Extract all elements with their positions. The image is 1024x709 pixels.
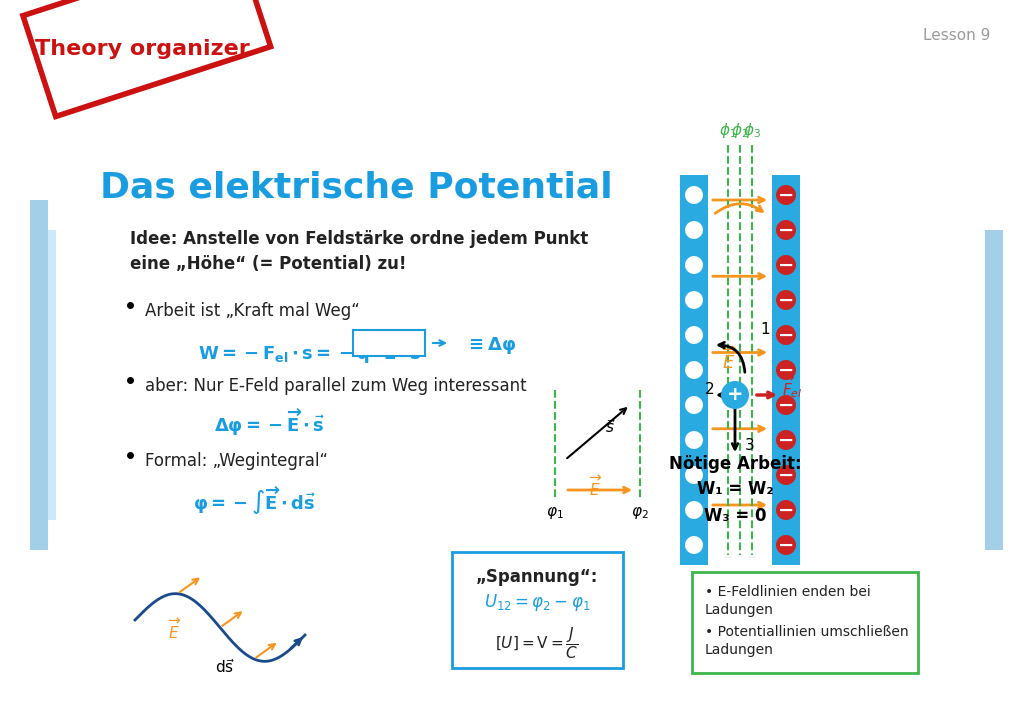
Text: +: + bbox=[687, 186, 701, 204]
Bar bbox=[48, 230, 56, 520]
Text: • Potentiallinien umschließen
Ladungen: • Potentiallinien umschließen Ladungen bbox=[705, 625, 908, 657]
Text: $\vec{s}$: $\vec{s}$ bbox=[605, 418, 615, 436]
Text: +: + bbox=[687, 536, 701, 554]
Text: −: − bbox=[778, 535, 795, 554]
Text: $U_{12} = \varphi_2 - \varphi_1$: $U_{12} = \varphi_2 - \varphi_1$ bbox=[483, 592, 590, 613]
Circle shape bbox=[776, 500, 796, 520]
Circle shape bbox=[721, 381, 749, 409]
Text: $\overrightarrow{F}_{el}$: $\overrightarrow{F}_{el}$ bbox=[782, 374, 803, 401]
Text: +: + bbox=[687, 396, 701, 414]
Text: Das elektrische Potential: Das elektrische Potential bbox=[100, 170, 612, 204]
Text: Theory organizer: Theory organizer bbox=[35, 38, 249, 59]
FancyBboxPatch shape bbox=[23, 0, 270, 116]
Circle shape bbox=[776, 325, 796, 345]
Text: Nötige Arbeit:: Nötige Arbeit: bbox=[669, 455, 802, 473]
Bar bbox=[772, 175, 800, 565]
Circle shape bbox=[684, 290, 705, 310]
Text: Idee: Anstelle von Feldstärke ordne jedem Punkt
eine „Höhe“ (= Potential) zu!: Idee: Anstelle von Feldstärke ordne jede… bbox=[130, 230, 588, 273]
Text: +: + bbox=[687, 501, 701, 519]
FancyBboxPatch shape bbox=[452, 552, 623, 668]
Text: $\phi_3$: $\phi_3$ bbox=[743, 121, 761, 140]
Text: −: − bbox=[778, 255, 795, 274]
Text: +: + bbox=[687, 221, 701, 239]
Text: +: + bbox=[687, 291, 701, 309]
Circle shape bbox=[776, 535, 796, 555]
Text: $[U] = \mathrm{V} = \dfrac{J}{C}$: $[U] = \mathrm{V} = \dfrac{J}{C}$ bbox=[496, 625, 579, 661]
Text: 2: 2 bbox=[706, 382, 715, 398]
Text: −: − bbox=[778, 501, 795, 520]
Circle shape bbox=[684, 185, 705, 205]
Text: −: − bbox=[778, 466, 795, 484]
Text: $\phi_2$: $\phi_2$ bbox=[731, 121, 749, 140]
Bar bbox=[985, 230, 1002, 550]
Text: −: − bbox=[778, 325, 795, 345]
Text: 1: 1 bbox=[760, 323, 770, 337]
Text: Lesson 9: Lesson 9 bbox=[923, 28, 990, 43]
Text: +: + bbox=[687, 256, 701, 274]
Circle shape bbox=[776, 255, 796, 275]
Circle shape bbox=[684, 465, 705, 485]
Text: $\overrightarrow{E}$: $\overrightarrow{E}$ bbox=[168, 618, 182, 642]
Text: +: + bbox=[687, 326, 701, 344]
Text: • E-Feldlinien enden bei
Ladungen: • E-Feldlinien enden bei Ladungen bbox=[705, 585, 870, 618]
Text: W₁ = W₂: W₁ = W₂ bbox=[696, 480, 773, 498]
Text: −: − bbox=[778, 291, 795, 310]
Circle shape bbox=[684, 395, 705, 415]
FancyBboxPatch shape bbox=[353, 330, 425, 356]
Text: $\mathbf{\varphi = -\int \overrightarrow{E} \cdot d\vec{s}}$: $\mathbf{\varphi = -\int \overrightarrow… bbox=[194, 485, 316, 518]
Text: $\varphi_2$: $\varphi_2$ bbox=[631, 505, 649, 521]
Circle shape bbox=[684, 360, 705, 380]
Circle shape bbox=[684, 500, 705, 520]
Text: aber: Nur E-Feld parallel zum Weg interessant: aber: Nur E-Feld parallel zum Weg intere… bbox=[145, 377, 526, 395]
Circle shape bbox=[776, 220, 796, 240]
Circle shape bbox=[776, 395, 796, 415]
Text: 3: 3 bbox=[745, 437, 755, 452]
Circle shape bbox=[684, 430, 705, 450]
Text: Formal: „Wegintegral“: Formal: „Wegintegral“ bbox=[145, 452, 328, 470]
Text: −: − bbox=[778, 186, 795, 204]
Text: −: − bbox=[778, 430, 795, 450]
Text: $\overrightarrow{E}$: $\overrightarrow{E}$ bbox=[589, 475, 603, 499]
Text: $\mathbf{\Delta\varphi = -\overrightarrow{E} \cdot \vec{s}}$: $\mathbf{\Delta\varphi = -\overrightarro… bbox=[214, 407, 326, 438]
Circle shape bbox=[776, 465, 796, 485]
Text: +: + bbox=[687, 466, 701, 484]
Circle shape bbox=[776, 360, 796, 380]
Text: +: + bbox=[687, 361, 701, 379]
Text: $\mathrm{d\vec{s}}$: $\mathrm{d\vec{s}}$ bbox=[215, 658, 236, 676]
Text: „Spannung“:: „Spannung“: bbox=[476, 568, 598, 586]
Bar bbox=[30, 200, 48, 550]
FancyBboxPatch shape bbox=[692, 572, 918, 673]
Bar bbox=[680, 175, 708, 565]
Circle shape bbox=[776, 430, 796, 450]
Text: $\mathbf{\equiv \Delta\varphi}$: $\mathbf{\equiv \Delta\varphi}$ bbox=[465, 335, 516, 356]
Text: W₃ = 0: W₃ = 0 bbox=[703, 507, 766, 525]
Text: +: + bbox=[727, 386, 743, 405]
Text: +: + bbox=[687, 431, 701, 449]
Circle shape bbox=[776, 185, 796, 205]
Text: $\mathbf{W = -F_{el} \cdot s = -q \cdot \overrightarrow{E} \cdot \vec{s}}$: $\mathbf{W = -F_{el} \cdot s = -q \cdot … bbox=[198, 335, 422, 367]
Circle shape bbox=[684, 325, 705, 345]
Text: −: − bbox=[778, 396, 795, 415]
Text: $\overrightarrow{E}$: $\overrightarrow{E}$ bbox=[722, 347, 738, 374]
Circle shape bbox=[776, 290, 796, 310]
Circle shape bbox=[684, 220, 705, 240]
Circle shape bbox=[684, 535, 705, 555]
Text: −: − bbox=[778, 360, 795, 379]
Text: $\varphi_1$: $\varphi_1$ bbox=[546, 505, 564, 521]
Circle shape bbox=[684, 255, 705, 275]
Text: $\phi_1$: $\phi_1$ bbox=[719, 121, 737, 140]
Text: Arbeit ist „Kraft mal Weg“: Arbeit ist „Kraft mal Weg“ bbox=[145, 302, 359, 320]
Text: −: − bbox=[778, 220, 795, 240]
